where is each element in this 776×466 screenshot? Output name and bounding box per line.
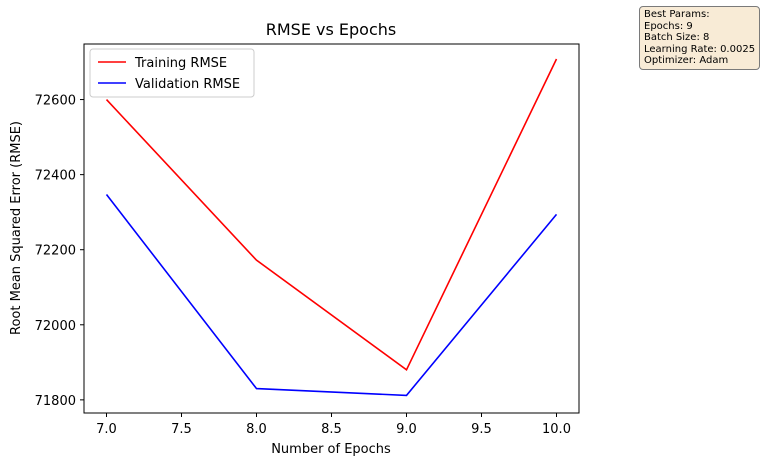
x-axis-label: Number of Epochs [271, 442, 391, 457]
annotation-line: Learning Rate: 0.0025 [644, 43, 756, 55]
y-tick-label: 71800 [35, 394, 76, 409]
chart-title: RMSE vs Epochs [266, 20, 397, 39]
y-axis-label: Root Mean Squared Error (RMSE) [9, 121, 24, 335]
x-tick-label: 10.0 [542, 422, 571, 437]
annotation-line: Epochs: 9 [644, 20, 693, 32]
training-rmse-line [105, 58, 558, 372]
y-tick-label: 72400 [35, 169, 76, 184]
x-tick-label: 9.0 [396, 422, 417, 437]
y-tick-label: 72200 [35, 244, 76, 259]
annotation-line: Best Params: [644, 9, 710, 20]
y-tick-label: 72600 [35, 94, 76, 109]
annotation-line: Batch Size: 8 [644, 32, 710, 43]
legend: Training RMSE Validation RMSE [89, 48, 255, 98]
validation-rmse-line [105, 194, 558, 397]
x-tick-label: 8.5 [321, 422, 342, 437]
best-params-annotation: Best Params: Epochs: 9 Batch Size: 8 Lea… [639, 6, 761, 70]
x-tick-label: 9.5 [471, 422, 492, 437]
legend-label-validation: Validation RMSE [135, 77, 240, 92]
x-tick-label: 8.0 [246, 422, 267, 437]
plot-frame [83, 43, 580, 414]
legend-box [89, 48, 255, 98]
legend-label-training: Training RMSE [134, 56, 227, 71]
x-tick-label: 7.5 [171, 422, 192, 437]
x-tick-label: 7.0 [96, 422, 117, 437]
y-tick-label: 72000 [35, 319, 76, 334]
annotation-line: Optimizer: Adam [644, 55, 729, 66]
